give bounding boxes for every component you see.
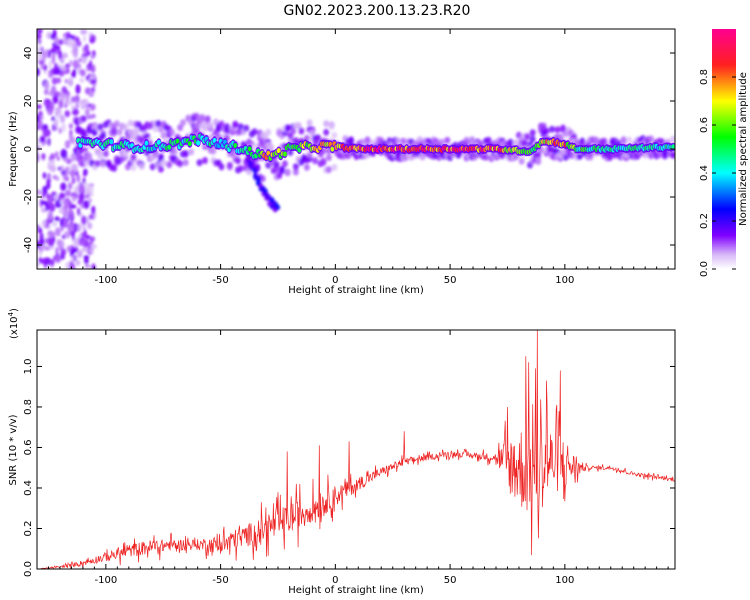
y-tick-label: 0.4	[23, 480, 34, 496]
colorbar: 0.0 0.2 0.4 0.6 0.8 Normalized spectral ampl…	[699, 29, 749, 277]
spectrogram-x-ticks: -100 -50 0 50 100	[47, 29, 669, 286]
x-tick-label: 50	[444, 575, 457, 586]
colorbar-gradient	[712, 29, 736, 269]
spectrogram-panel: -100 -50 0 50 100 -40 -20 0 20 40 Height of stra…	[8, 28, 676, 296]
x-tick-label: 0	[332, 275, 338, 286]
x-tick-label: 100	[555, 275, 574, 286]
spectrogram-x-axis-label: Height of straight line (km)	[288, 285, 424, 296]
snr-scale-prefix: (x10	[9, 316, 20, 339]
colorbar-tick-label: 0.2	[699, 213, 710, 229]
colorbar-label: Normalized spectral amplitude	[738, 72, 749, 226]
x-tick-label: -100	[94, 275, 117, 286]
snr-x-ticks: -100 -50 0 50 100	[47, 330, 669, 586]
snr-scale-exponent: 4	[7, 311, 15, 316]
y-tick-label: 0	[23, 146, 34, 152]
colorbar-ticks: 0.0 0.2 0.4 0.6 0.8	[699, 69, 736, 277]
snr-scale-suffix: )	[9, 308, 20, 312]
colorbar-tick-label: 0.6	[699, 117, 710, 133]
x-tick-label: -100	[94, 575, 117, 586]
spectrogram-y-axis-label: Frequency (Hz)	[8, 111, 19, 187]
spectrogram-heatmap	[37, 29, 675, 269]
snr-y-axis-label: SNR (10 * v/v)	[8, 414, 19, 485]
colorbar-tick-label: 0.8	[699, 69, 710, 85]
y-tick-label: 0.6	[23, 440, 34, 456]
y-tick-label: 20	[23, 95, 34, 108]
spectrogram-background	[37, 29, 675, 269]
x-tick-label: 50	[444, 275, 457, 286]
y-tick-label: 0.2	[23, 521, 34, 537]
x-tick-label: -50	[212, 575, 228, 586]
svg-text:(x104): (x104)	[7, 308, 20, 339]
snr-panel: -100 -50 0 50 100 0.0 0.2 0.4 0.6 0.8 1.0 Height …	[7, 308, 676, 596]
snr-series-line	[37, 330, 675, 569]
y-tick-label: -40	[23, 237, 34, 253]
snr-x-axis-label: Height of straight line (km)	[288, 585, 424, 596]
figure-title: GN02.2023.200.13.23.R20	[284, 3, 471, 19]
snr-scale-label: (x104)	[7, 308, 20, 339]
colorbar-tick-label: 0.0	[699, 261, 710, 277]
y-tick-label: 0.8	[23, 399, 34, 415]
x-tick-label: 100	[555, 575, 574, 586]
y-tick-label: 1.0	[23, 359, 34, 375]
snr-frame	[36, 329, 676, 570]
snr-y-ticks: 0.0 0.2 0.4 0.6 0.8 1.0	[23, 359, 675, 577]
x-tick-label: 0	[332, 575, 338, 586]
spectrogram-ridge	[75, 132, 675, 163]
spectrogram-y-ticks: -40 -20 0 20 40	[23, 47, 675, 253]
x-tick-label: -50	[212, 275, 228, 286]
y-tick-label: -20	[23, 189, 34, 205]
y-tick-label: 40	[23, 47, 34, 60]
y-tick-label: 0.0	[23, 561, 34, 577]
colorbar-tick-label: 0.4	[699, 165, 710, 181]
